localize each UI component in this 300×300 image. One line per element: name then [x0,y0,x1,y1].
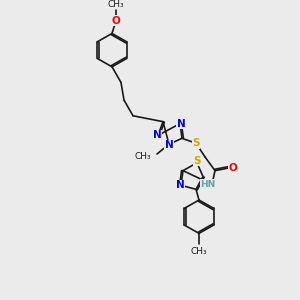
Text: CH₃: CH₃ [134,152,151,161]
Text: S: S [193,156,201,166]
Text: CH₃: CH₃ [191,248,207,256]
Text: N: N [153,130,161,140]
Text: O: O [229,163,237,173]
Text: O: O [112,16,120,26]
Text: N: N [165,140,173,150]
Text: N: N [176,180,184,190]
Text: N: N [177,118,185,129]
Text: S: S [192,138,200,148]
Text: CH₃: CH₃ [108,0,124,9]
Text: HN: HN [200,180,216,189]
